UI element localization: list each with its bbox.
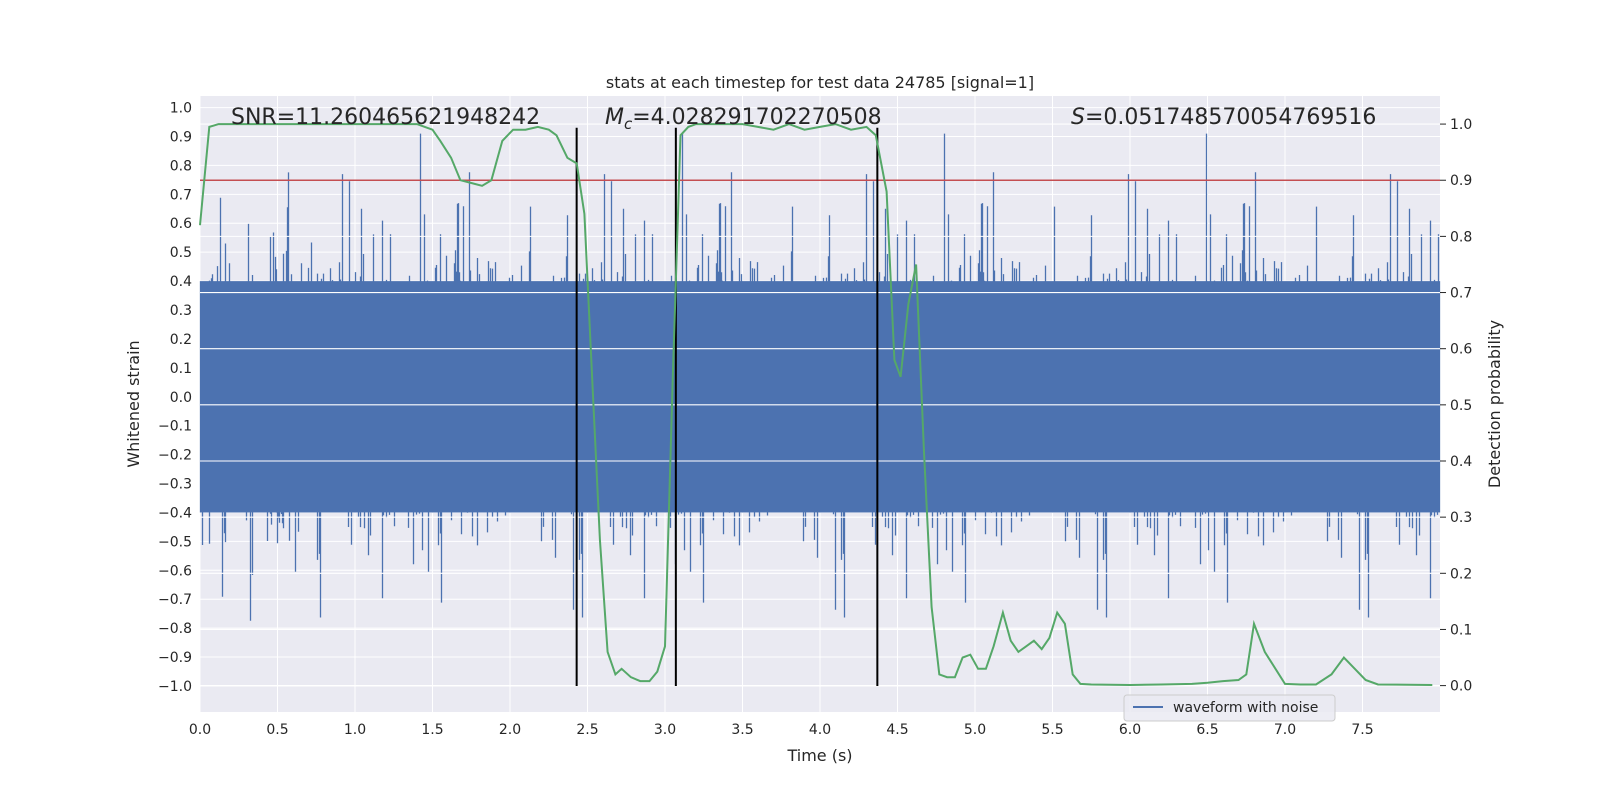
y-tick-label: 1.0 [170,101,192,117]
legend-label: waveform with noise [1173,700,1318,716]
x-tick-label: 2.5 [576,722,598,738]
x-tick-label: 3.5 [731,722,753,738]
s-symbol: S [1071,105,1085,130]
y2-tick-label: 0.2 [1450,566,1472,582]
x-tick-label: 3.0 [654,722,676,738]
y2-tick-label: 0.8 [1450,229,1472,245]
y2-tick-label: 0.5 [1450,398,1472,414]
y2-tick-label: 0.4 [1450,454,1472,470]
y-tick-label: 0.3 [170,303,192,319]
y2-tick-label: 0.0 [1450,679,1472,695]
y-tick-label: −0.8 [158,621,192,637]
x-tick-label: 4.0 [809,722,831,738]
legend: waveform with noise [1123,694,1336,722]
chart-title: stats at each timestep for test data 247… [606,73,1034,92]
x-tick-label: 6.0 [1119,722,1141,738]
x-tick-label: 7.5 [1351,722,1373,738]
x-tick-label: 7.0 [1274,722,1296,738]
chirp-mass-annotation: Mc=4.028291702270508 [605,105,882,133]
y-tick-label: 0.9 [170,129,192,145]
right-y-axis-label: Detection probability [1485,320,1504,488]
s-value: =0.051748570054769516 [1085,105,1376,130]
y-tick-label: −0.4 [158,505,192,521]
y-axis-ticks: 1.0 0.9 0.8 0.7 0.6 0.5 0.4 0.3 0.2 0.1 0.0 −0.1 −0.… [158,101,192,695]
x-axis-label: Time (s) [786,746,852,765]
y-tick-label: 0.6 [170,216,192,232]
y2-tick-label: 1.0 [1450,117,1472,133]
y-tick-label: −0.5 [158,534,192,550]
y-tick-label: 0.0 [170,390,192,406]
y-axis-label: Whitened strain [124,340,143,467]
y-tick-label: 0.1 [170,361,192,377]
x-tick-label: 6.5 [1196,722,1218,738]
chirp-mass-value: =4.028291702270508 [632,105,881,130]
x-tick-label: 1.0 [344,722,366,738]
chirp-mass-subscript: c [624,115,633,133]
y-tick-label: −0.2 [158,448,192,464]
x-tick-label: 0.5 [266,722,288,738]
snr-annotation: SNR=11.260465621948242 [231,105,540,130]
x-tick-label: 0.0 [189,722,211,738]
legend-box [1123,694,1336,722]
x-tick-label: 4.5 [886,722,908,738]
chirp-mass-symbol: M [605,105,624,130]
right-y-axis-ticks: 1.0 0.9 0.8 0.7 0.6 0.5 0.4 0.3 0.2 0.1 0.0 [1440,117,1472,695]
y-tick-label: 0.5 [170,245,192,261]
y-tick-label: −0.9 [158,650,192,666]
y-tick-label: −1.0 [158,679,192,695]
x-tick-label: 1.5 [421,722,443,738]
probability-line [199,123,1433,687]
x-tick-label: 2.0 [499,722,521,738]
y-tick-label: −0.3 [158,477,192,493]
y2-tick-label: 0.1 [1450,622,1472,638]
y2-tick-label: 0.3 [1450,510,1472,526]
y2-tick-label: 0.6 [1450,342,1472,358]
y-tick-label: 0.2 [170,332,192,348]
y-tick-label: −0.6 [158,563,192,579]
y-tick-label: 0.4 [170,274,192,290]
y-tick-label: 0.7 [170,187,192,203]
x-tick-label: 5.5 [1041,722,1063,738]
y-tick-label: −0.7 [158,592,192,608]
probability-series [199,123,1433,687]
x-axis-ticks: 0.0 0.5 1.0 1.5 2.0 2.5 3.0 3.5 4.0 4.5 5.0 5.5 6.0 6… [189,722,1374,738]
y2-tick-label: 0.7 [1450,286,1472,302]
event-markers [575,127,879,686]
y-tick-label: 0.8 [170,158,192,174]
y2-tick-label: 0.9 [1450,173,1472,189]
y-tick-label: −0.1 [158,419,192,435]
s-annotation: S=0.051748570054769516 [1071,105,1376,130]
x-tick-label: 5.0 [964,722,986,738]
